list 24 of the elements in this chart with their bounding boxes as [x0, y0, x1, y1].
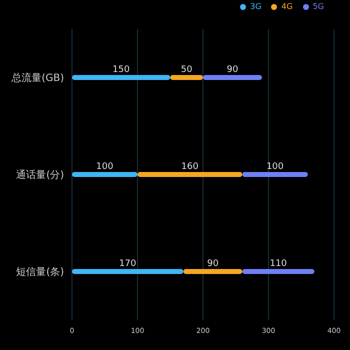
- data-label: 160: [181, 162, 199, 172]
- bar: [242, 172, 308, 177]
- legend-label: 5G: [312, 2, 324, 11]
- bar: [170, 75, 203, 80]
- data-label: 170: [119, 259, 137, 269]
- y-tick-label: 总流量(GB): [10, 72, 64, 84]
- bar: [183, 269, 242, 274]
- bar: [138, 172, 242, 177]
- bar: [72, 75, 170, 80]
- data-label: 110: [270, 259, 288, 269]
- bar: [72, 269, 184, 274]
- y-tick-label: 通话量(分): [16, 169, 64, 182]
- bar: [242, 269, 314, 274]
- data-label: 90: [207, 259, 219, 269]
- data-label: 150: [112, 65, 130, 75]
- bar: [203, 75, 262, 80]
- y-tick-label: 短信量(条): [16, 266, 64, 278]
- data-label: 50: [180, 65, 193, 75]
- bar: [72, 172, 138, 177]
- data-label: 100: [96, 162, 114, 172]
- legend-label: 4G: [281, 2, 293, 11]
- legend-label: 3G: [250, 2, 262, 11]
- data-label: 90: [226, 65, 238, 75]
- data-label: 100: [266, 162, 284, 172]
